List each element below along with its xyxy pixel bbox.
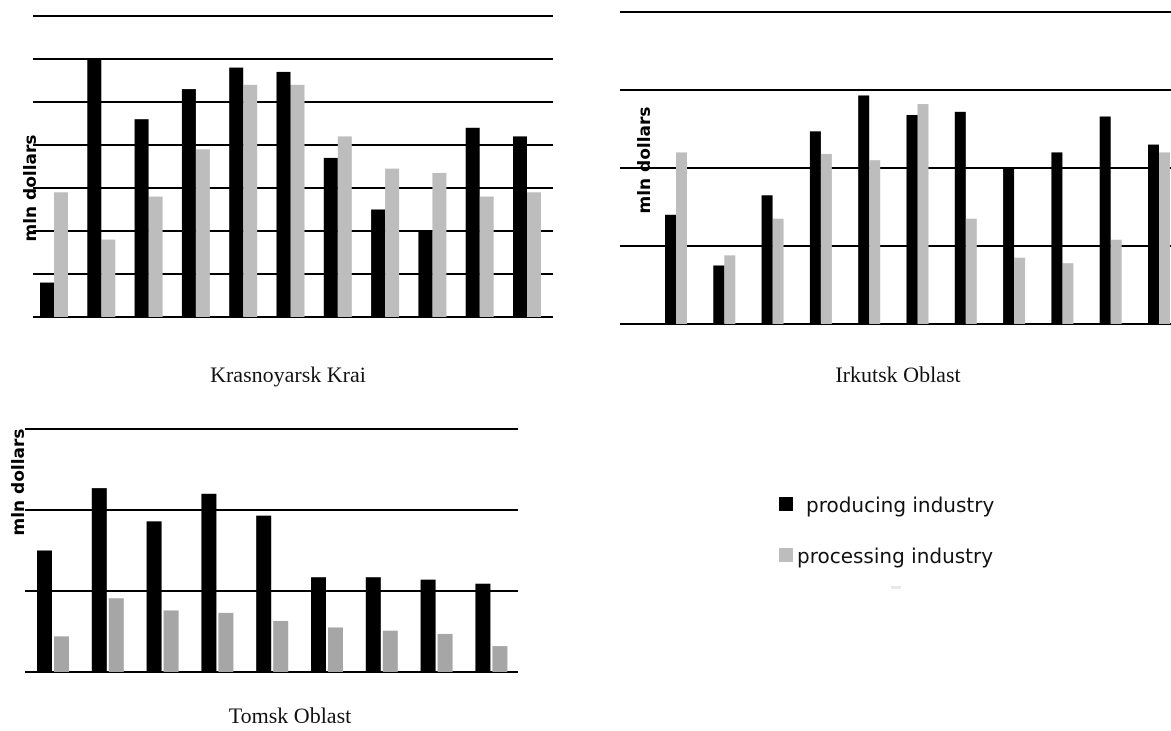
irkutsk-bar-producing-9 (1051, 152, 1063, 324)
legend-stray-mark (891, 586, 901, 589)
tomsk-bar-producing-7 (365, 577, 381, 672)
irkutsk-bar-producing-4 (809, 131, 821, 324)
irkutsk-bar-processing-1 (676, 152, 687, 324)
krasnoyarsk-bar-processing-4 (195, 149, 210, 317)
krasnoyarsk-bar-producing-7 (323, 157, 338, 317)
krasnoyarsk-bar-producing-8 (371, 209, 386, 317)
krasnoyarsk-bar-producing-2 (87, 59, 102, 317)
irkutsk-bar-processing-9 (1062, 263, 1074, 324)
irkutsk-bar-processing-4 (820, 153, 832, 324)
irkutsk-bar-producing-3 (761, 195, 773, 324)
irkutsk-bar-processing-3 (772, 218, 784, 324)
tomsk-bar-processing-5 (273, 620, 289, 672)
krasnoyarsk-bar-processing-1 (54, 192, 68, 317)
krasnoyarsk-bar-processing-3 (148, 196, 163, 317)
tomsk-bar-producing-1 (37, 550, 52, 672)
tomsk-bar-producing-2 (91, 488, 107, 672)
krasnoyarsk-title: Krasnoyarsk Krai (210, 362, 366, 387)
tomsk-bar-processing-4 (218, 612, 234, 672)
tomsk-bar-processing-3 (163, 610, 179, 672)
irkutsk-bar-producing-5 (858, 95, 870, 325)
irkutsk-bar-processing-7 (965, 218, 977, 324)
tomsk-bar-processing-6 (328, 627, 343, 672)
tomsk-bar-processing-7 (382, 630, 398, 672)
legend-label-producing: producing industry (806, 493, 994, 517)
tomsk-bar-processing-2 (108, 598, 124, 672)
tomsk-bar-processing-1 (54, 636, 69, 672)
tomsk-ylabel: mln dollars (9, 428, 29, 535)
krasnoyarsk-bar-producing-3 (134, 119, 149, 317)
irkutsk-title: Irkutsk Oblast (835, 362, 960, 387)
krasnoyarsk-bar-producing-5 (229, 67, 244, 317)
krasnoyarsk-bar-processing-9 (432, 172, 447, 317)
krasnoyarsk-bar-processing-7 (337, 136, 352, 317)
irkutsk-bar-processing-2 (724, 255, 736, 324)
legend: producing industry processing industry (779, 493, 994, 589)
krasnoyarsk-bar-processing-5 (243, 84, 258, 317)
krasnoyarsk-bar-processing-8 (385, 168, 400, 317)
tomsk-bar-producing-6 (311, 577, 326, 672)
irkutsk-bar-processing-8 (1014, 257, 1026, 324)
tomsk-title: Tomsk Oblast (229, 703, 352, 728)
irkutsk-bar-processing-5 (869, 160, 881, 324)
tomsk-bar-producing-3 (146, 521, 162, 672)
irkutsk-bar-producing-6 (906, 114, 918, 325)
krasnoyarsk-ylabel: mln dollars (21, 134, 41, 241)
legend-swatch-producing (779, 497, 793, 511)
krasnoyarsk-bar-producing-1 (40, 282, 54, 317)
tomsk-bar-producing-5 (256, 515, 272, 672)
krasnoyarsk-bar-producing-4 (181, 89, 196, 317)
irkutsk-bar-producing-2 (713, 265, 725, 324)
krasnoyarsk-bar-processing-10 (479, 196, 494, 317)
irkutsk-bar-processing-6 (917, 104, 929, 324)
krasnoyarsk-bar-producing-6 (276, 71, 291, 318)
krasnoyarsk-bar-processing-2 (101, 239, 116, 317)
irkutsk-bar-processing-10 (1110, 239, 1122, 324)
tomsk-bar-processing-8 (437, 633, 453, 672)
krasnoyarsk-bar-producing-11 (513, 136, 527, 317)
krasnoyarsk-bar-processing-6 (290, 84, 305, 317)
tomsk-bar-producing-9 (475, 583, 491, 672)
krasnoyarsk-bar-producing-9 (418, 231, 433, 317)
tomsk-bar-processing-9 (492, 646, 508, 672)
irkutsk-bar-producing-1 (665, 214, 676, 324)
legend-label-processing: processing industry (797, 544, 993, 568)
irkutsk-bar-producing-10 (1099, 116, 1111, 325)
irkutsk-bar-producing-7 (954, 111, 966, 324)
krasnoyarsk-bar-processing-11 (527, 192, 541, 317)
irkutsk-bar-processing-11 (1159, 152, 1170, 324)
irkutsk-ylabel: mln dollars (635, 106, 655, 213)
krasnoyarsk-bar-producing-10 (465, 127, 480, 317)
legend-swatch-processing (779, 548, 793, 562)
tomsk-bar-producing-4 (201, 493, 217, 672)
irkutsk-bar-producing-8 (1003, 168, 1015, 324)
irkutsk-bar-producing-11 (1148, 144, 1159, 324)
tomsk-bar-producing-8 (420, 579, 436, 672)
